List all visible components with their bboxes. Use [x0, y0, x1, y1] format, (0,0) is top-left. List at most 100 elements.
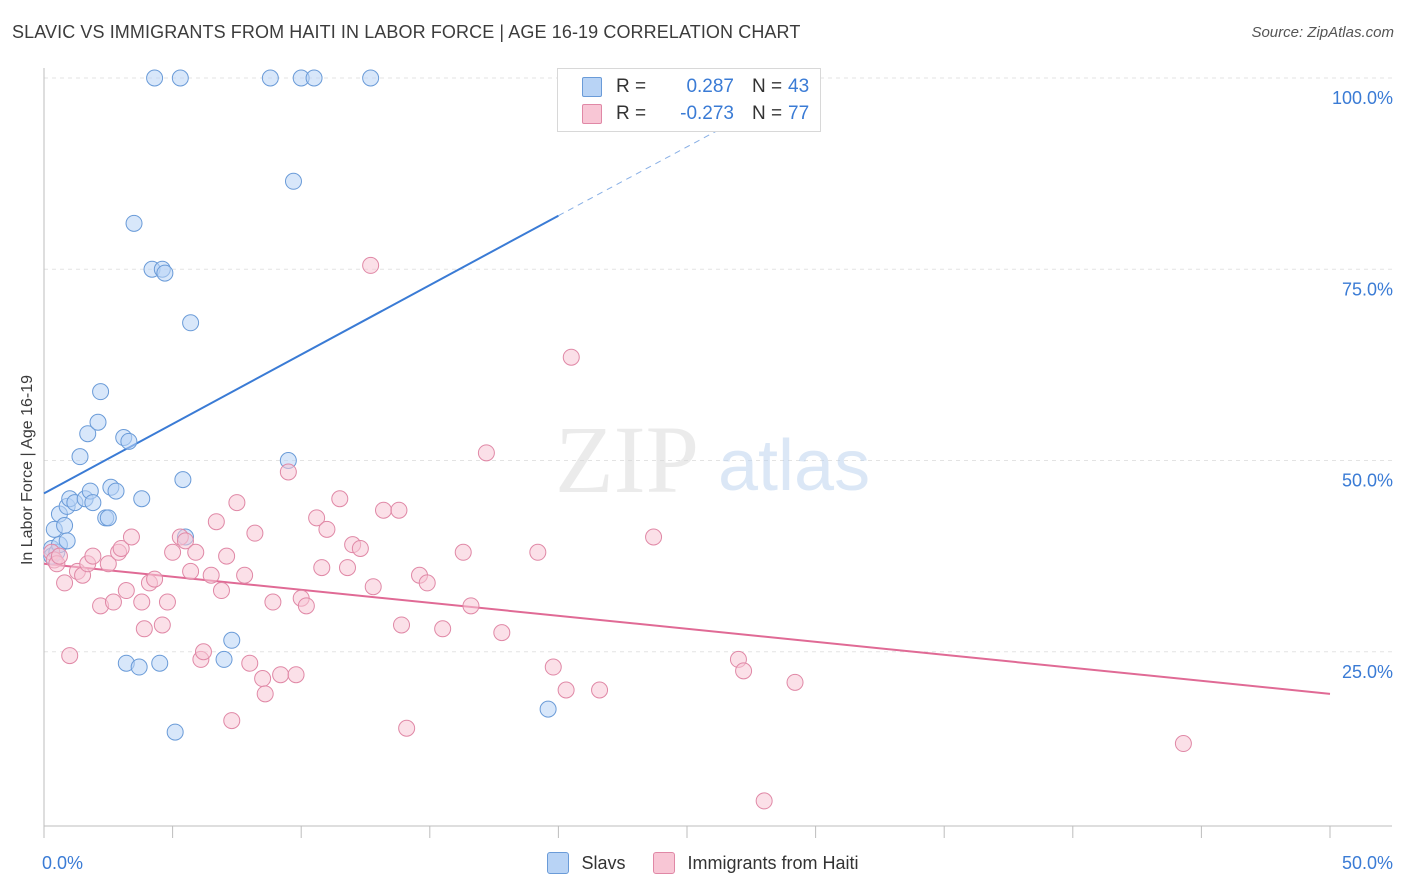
point-haiti: [236, 566, 254, 584]
series-name-slavs: Slavs: [581, 852, 626, 873]
point-haiti: [218, 547, 236, 565]
point-haiti: [591, 681, 609, 699]
point-haiti: [187, 543, 205, 561]
legend: R = 0.287 N = 43 R = -0.273 N = 77: [557, 68, 821, 132]
point-slavs: [120, 432, 138, 450]
point-haiti: [308, 509, 326, 527]
point-haiti: [176, 532, 194, 550]
point-haiti: [158, 593, 176, 611]
point-haiti: [279, 463, 297, 481]
legend-n-value: 77: [788, 103, 810, 124]
source-label: Source: ZipAtlas.com: [1251, 24, 1394, 41]
axes: [43, 68, 1392, 838]
point-haiti: [61, 647, 79, 665]
y-tick-label: 75.0%: [1342, 279, 1393, 299]
point-haiti: [135, 620, 153, 638]
legend-swatch-slavs: [582, 77, 602, 97]
point-haiti: [364, 578, 382, 596]
series-legend: Slavs Immigrants from Haiti: [0, 852, 1406, 874]
point-haiti: [557, 681, 575, 699]
point-haiti: [362, 256, 380, 274]
point-slavs: [146, 69, 164, 87]
point-haiti: [318, 520, 336, 538]
point-slavs: [539, 700, 557, 718]
point-haiti: [351, 539, 369, 557]
legend-r-label: R =: [616, 103, 647, 124]
series-legend-haiti[interactable]: Immigrants from Haiti: [653, 852, 859, 874]
point-haiti: [112, 539, 130, 557]
point-haiti: [133, 593, 151, 611]
point-slavs: [151, 654, 169, 672]
point-haiti: [50, 547, 68, 565]
y-tick-label: 50.0%: [1342, 471, 1393, 491]
point-haiti: [462, 597, 480, 615]
series-name-haiti: Immigrants from Haiti: [687, 852, 859, 873]
point-haiti: [338, 559, 356, 577]
point-haiti: [56, 574, 74, 592]
point-slavs: [156, 264, 174, 282]
point-slavs: [215, 650, 233, 668]
point-haiti: [786, 673, 804, 691]
point-haiti: [454, 543, 472, 561]
watermark-zip: ZIP: [555, 406, 699, 513]
point-slavs: [125, 214, 143, 232]
point-slavs: [89, 413, 107, 431]
series-swatch-haiti: [653, 852, 676, 874]
point-slavs: [79, 425, 97, 443]
point-slavs: [174, 471, 192, 489]
legend-n-label: N =: [752, 103, 783, 124]
point-slavs: [71, 448, 89, 466]
series-swatch-slavs: [547, 852, 570, 874]
point-haiti: [562, 348, 580, 366]
point-haiti: [529, 543, 547, 561]
point-slavs: [223, 631, 241, 649]
point-haiti: [122, 528, 140, 546]
x-tick-label: 50.0%: [1342, 853, 1393, 873]
point-haiti: [375, 501, 393, 519]
chart-title: SLAVIC VS IMMIGRANTS FROM HAITI IN LABOR…: [12, 22, 801, 42]
point-haiti: [146, 570, 164, 588]
point-haiti: [153, 616, 171, 634]
legend-row-slavs: R = 0.287 N = 43: [582, 75, 809, 99]
point-haiti: [544, 658, 562, 676]
series-legend-slavs[interactable]: Slavs: [547, 852, 625, 874]
point-haiti: [418, 574, 436, 592]
point-haiti: [254, 670, 272, 688]
legend-n-value: 43: [788, 76, 810, 97]
point-slavs: [362, 69, 380, 87]
point-haiti: [434, 620, 452, 638]
point-haiti: [264, 593, 282, 611]
point-haiti: [84, 547, 102, 565]
point-slavs: [166, 723, 184, 741]
point-haiti: [297, 597, 315, 615]
point-slavs: [99, 509, 117, 527]
point-slavs: [182, 314, 200, 332]
point-haiti: [99, 555, 117, 573]
y-axis-label: In Labor Force | Age 16-19: [19, 374, 36, 566]
point-haiti: [287, 666, 305, 684]
point-haiti: [241, 654, 259, 672]
point-slavs: [130, 658, 148, 676]
point-slavs: [58, 532, 76, 550]
point-haiti: [104, 593, 122, 611]
trend-line-haiti: [43, 562, 1331, 695]
x-tick-label: 0.0%: [42, 853, 83, 873]
point-haiti: [493, 624, 511, 642]
point-haiti: [755, 792, 773, 810]
trend-lines: [43, 77, 1331, 695]
point-haiti: [735, 662, 753, 680]
point-haiti: [223, 712, 241, 730]
grid-lines: [44, 77, 1392, 653]
watermark: ZIP atlas: [555, 406, 870, 513]
point-slavs: [133, 490, 151, 508]
point-haiti: [212, 582, 230, 600]
legend-r-label: R =: [616, 76, 647, 97]
point-haiti: [398, 719, 416, 737]
data-points: [43, 69, 1192, 810]
point-slavs: [92, 383, 110, 401]
point-slavs: [171, 69, 189, 87]
point-slavs: [56, 517, 74, 535]
point-haiti: [390, 501, 408, 519]
point-haiti: [477, 444, 495, 462]
